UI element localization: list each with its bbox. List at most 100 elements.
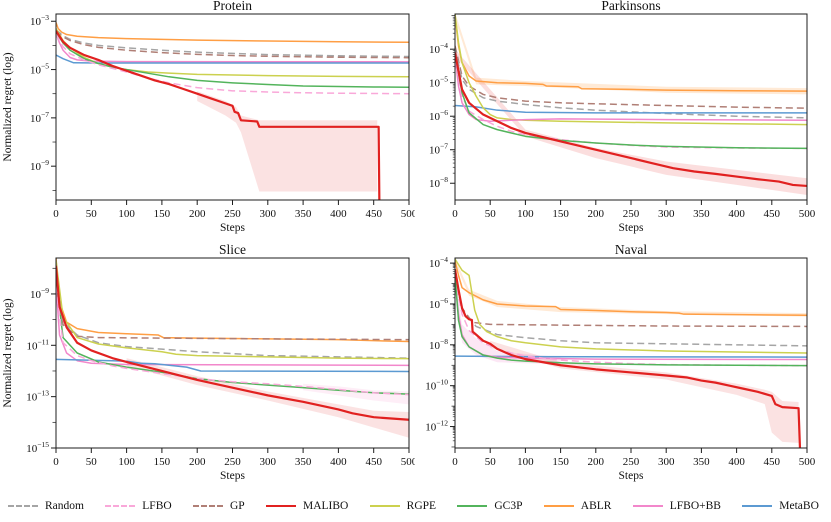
x-tick-label: 350: [693, 456, 710, 468]
legend-item-gp: GP: [192, 500, 245, 512]
series-line-gp: [455, 273, 807, 328]
series-line-gc3p: [455, 54, 807, 150]
series-line-lfbo-bb: [455, 55, 807, 122]
x-tick-label: 200: [588, 208, 605, 220]
x-axis-label: Steps: [220, 222, 245, 234]
series-line-ablr: [56, 258, 409, 343]
x-tick-label: 300: [260, 456, 277, 468]
x-tick-label: 100: [118, 208, 135, 220]
x-tick-label: 150: [552, 456, 569, 468]
x-tick-label: 400: [728, 456, 745, 468]
x-axis-label: Steps: [220, 470, 245, 482]
x-tick-label: 150: [552, 208, 569, 220]
chart-slice: 10−9 10−11 10−13 10−15 0 50 100 150 200 250 300 350…: [0, 244, 415, 492]
legend-item-metabo: MetaBO: [742, 500, 819, 512]
x-tick-label: 250: [224, 456, 241, 468]
series-line-gp: [455, 45, 807, 109]
x-tick-label: 500: [401, 208, 415, 220]
legend-label: MALIBO: [302, 500, 349, 512]
y-tick-label: 10−11: [27, 337, 50, 352]
y-tick-label: 10−13: [26, 389, 49, 404]
y-tick-label: 10−3: [30, 13, 49, 28]
legend-line-swatch: [632, 505, 663, 507]
y-tick-label: 10−7: [30, 110, 49, 125]
series-line-gc3p: [56, 278, 409, 395]
x-tick-label: 350: [693, 208, 710, 220]
legend-label: MetaBO: [779, 500, 819, 512]
x-tick-label: 450: [365, 456, 382, 468]
chart-parkinsons: 10−4 10−5 10−6 10−7 10−8 0 50 100 150 200 250 300 35…: [415, 0, 831, 244]
legend-line-swatch: [192, 505, 223, 507]
x-tick-label: 0: [53, 208, 59, 220]
y-tick-label: 10−5: [429, 75, 448, 90]
series-line-ablr: [455, 260, 807, 316]
series-line-ablr: [455, 15, 807, 92]
y-tick-label: 10−6: [429, 108, 448, 123]
series-line-metabo: [56, 54, 409, 64]
legend-label: GC3P: [494, 500, 523, 512]
x-tick-label: 50: [86, 208, 98, 220]
y-tick-label: 10−15: [26, 440, 49, 455]
x-axis-label: Steps: [619, 470, 644, 482]
y-tick-label: 10−6: [429, 296, 448, 311]
legend-item-rgpe: RGPE: [369, 500, 437, 512]
chart-title: Naval: [615, 244, 647, 257]
x-tick-label: 0: [53, 456, 59, 468]
x-tick-label: 400: [330, 456, 347, 468]
y-tick-label: 10−8: [429, 337, 448, 352]
y-axis-label: Normalized regret (log): [2, 298, 14, 407]
legend-item-malibo: MALIBO: [265, 500, 349, 512]
chart-svg-slice: 10−9 10−11 10−13 10−15 0 50 100 150 200 250 300 350…: [2, 244, 415, 482]
legend-label: LFBO: [142, 500, 172, 512]
legend-line-swatch: [105, 505, 136, 507]
legend-label: RGPE: [406, 500, 437, 512]
x-tick-label: 350: [295, 456, 312, 468]
x-tick-label: 300: [658, 208, 675, 220]
x-tick-label: 500: [799, 456, 816, 468]
series-line-gc3p: [455, 275, 807, 367]
legend-line-swatch: [457, 505, 488, 507]
series-line-malibo: [56, 265, 409, 421]
legend-line-swatch: [8, 505, 38, 507]
y-tick-label: 10−5: [30, 62, 49, 77]
y-tick-label: 10−10: [425, 378, 448, 393]
x-tick-label: 100: [517, 208, 534, 220]
series-line-lfbo-bb: [56, 33, 409, 63]
chart-naval: 10−4 10−6 10−8 10−10 10−12 0 50 100 150 200 250 300…: [415, 244, 831, 492]
y-tick-label: 10−9: [30, 158, 49, 173]
x-tick-label: 450: [764, 208, 781, 220]
x-tick-label: 500: [401, 456, 415, 468]
series-line-rgpe: [455, 14, 807, 126]
legend-item-ablr: ABLR: [543, 500, 612, 512]
legend-line-swatch: [742, 505, 773, 507]
x-tick-label: 150: [154, 208, 171, 220]
series-line-metabo: [455, 355, 807, 358]
chart-title: Protein: [213, 0, 252, 13]
x-tick-label: 50: [485, 208, 497, 220]
series-line-gp: [56, 30, 409, 59]
x-tick-label: 400: [728, 208, 745, 220]
legend-line-swatch: [265, 505, 296, 507]
x-tick-label: 250: [224, 208, 241, 220]
legend: Random LFBO GP MALIBO RGPE GC3P ABLR LFBO+BB Met…: [0, 492, 831, 522]
legend-line-swatch: [369, 505, 400, 507]
series-line-random: [56, 280, 409, 359]
legend-label: ABLR: [580, 500, 612, 512]
x-tick-label: 450: [365, 208, 382, 220]
series-line-random: [56, 29, 409, 58]
x-tick-label: 250: [623, 456, 640, 468]
chart-protein: 10−3 10−5 10−7 10−9 0 50 100 150 200 250 300 350 400…: [0, 0, 415, 244]
y-tick-label: 10−7: [429, 142, 448, 157]
legend-label: GP: [229, 500, 245, 512]
x-tick-label: 200: [189, 208, 206, 220]
series-line-rgpe: [455, 258, 807, 354]
x-tick-label: 50: [86, 456, 98, 468]
chart-svg-parkinsons: 10−4 10−5 10−6 10−7 10−8 0 50 100 150 200 250 300 35…: [429, 0, 816, 234]
legend-label: Random: [45, 500, 84, 512]
confidence-band-malibo: [197, 91, 378, 192]
x-tick-label: 100: [517, 456, 534, 468]
x-tick-label: 250: [623, 208, 640, 220]
legend-item-random: Random: [8, 500, 84, 512]
series-line-metabo: [56, 358, 409, 373]
